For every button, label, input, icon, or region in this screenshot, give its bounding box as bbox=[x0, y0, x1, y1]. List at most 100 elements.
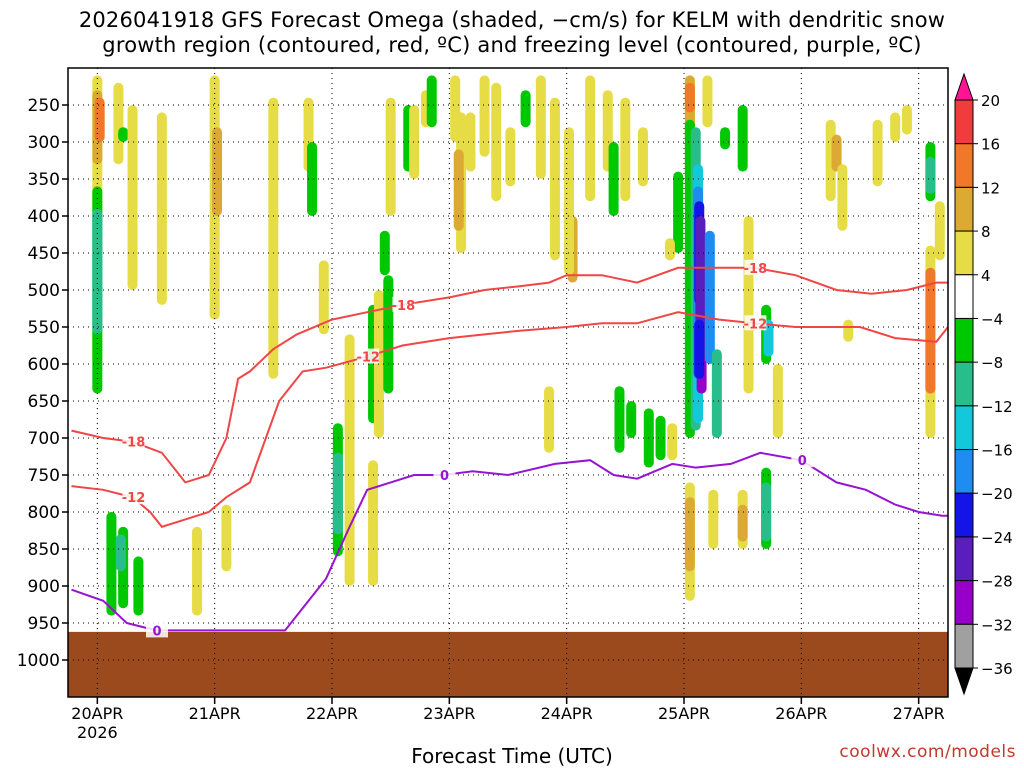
omega-patch bbox=[564, 127, 575, 276]
omega-patch bbox=[720, 127, 731, 150]
colorbar-label: −32 bbox=[981, 616, 1013, 634]
plot-frame bbox=[67, 67, 949, 698]
colorbar-label: −20 bbox=[981, 485, 1013, 503]
contour-label-bg bbox=[744, 315, 767, 331]
contour-label-bg bbox=[146, 622, 168, 638]
omega-patch bbox=[94, 97, 105, 142]
omega-patch bbox=[318, 260, 329, 335]
omega-patch bbox=[379, 230, 390, 276]
contour-label: 0 bbox=[440, 469, 449, 484]
omega-patch bbox=[465, 112, 476, 172]
omega-patch bbox=[702, 75, 713, 128]
colorbar-label: 12 bbox=[981, 179, 1000, 197]
omega-patch bbox=[664, 238, 675, 261]
omega-patch bbox=[92, 208, 103, 335]
x-axis-title: Forecast Time (UTC) bbox=[411, 744, 613, 768]
omega-patch bbox=[614, 386, 625, 453]
omega-patch bbox=[737, 504, 748, 542]
colorbar-block bbox=[954, 536, 974, 582]
colorbar-arrow-bottom bbox=[954, 667, 974, 696]
contour-label-bg bbox=[392, 296, 415, 312]
omega-patch bbox=[426, 75, 437, 128]
contour-label: -12 bbox=[122, 491, 146, 506]
omega-shading bbox=[92, 75, 945, 616]
omega-patch bbox=[221, 504, 232, 572]
contour-label: -18 bbox=[122, 436, 146, 451]
omega-patch bbox=[925, 267, 936, 394]
x-tick-label: 21APR bbox=[189, 704, 241, 723]
omega-patch bbox=[667, 423, 678, 461]
omega-patch bbox=[872, 119, 883, 187]
contour-label-bg bbox=[122, 489, 145, 505]
ground-rect bbox=[68, 631, 948, 697]
contour-label-bg bbox=[744, 259, 767, 275]
x-year-label: 2026 bbox=[77, 723, 118, 742]
y-tick-label: 1000 bbox=[17, 651, 60, 671]
colorbar-label: −24 bbox=[981, 529, 1013, 547]
omega-patch bbox=[535, 75, 546, 179]
omega-patch bbox=[505, 127, 516, 187]
colorbar-label: −16 bbox=[981, 442, 1013, 460]
omega-patch bbox=[383, 275, 394, 394]
omega-patch bbox=[409, 105, 420, 179]
credit-text: coolwx.com/models bbox=[839, 742, 1016, 762]
colorbar-label: 8 bbox=[981, 223, 991, 241]
y-tick-label: 500 bbox=[28, 281, 60, 301]
colorbar-block bbox=[954, 317, 974, 363]
colorbar-arrow-top bbox=[954, 72, 974, 101]
contour-label-bg bbox=[791, 452, 814, 468]
y-tick-label: 450 bbox=[28, 244, 60, 264]
omega-patch bbox=[268, 97, 279, 379]
y-tick-label: 750 bbox=[28, 466, 60, 486]
omega-patch bbox=[585, 75, 596, 202]
contour-label: 0 bbox=[798, 454, 807, 469]
y-tick-label: 650 bbox=[28, 392, 60, 412]
omega-patch bbox=[307, 142, 318, 216]
axes: 250 300 350 400 450 500 550 600 650 700 750 800 850 9… bbox=[17, 67, 949, 742]
omega-patch bbox=[491, 82, 502, 202]
omega-patch bbox=[115, 534, 126, 572]
colorbar-label: −36 bbox=[981, 660, 1013, 678]
omega-patch bbox=[156, 112, 167, 305]
colorbar-block bbox=[954, 143, 974, 188]
omega-patch bbox=[368, 460, 379, 586]
x-tick-label: 27APR bbox=[893, 704, 945, 723]
y-tick-label: 700 bbox=[28, 429, 60, 449]
omega-patch bbox=[385, 97, 396, 216]
colorbar-block bbox=[954, 580, 974, 625]
y-tick-label: 400 bbox=[28, 207, 60, 227]
colorbar-block bbox=[954, 361, 974, 407]
y-tick-label: 550 bbox=[28, 318, 60, 338]
omega-patch bbox=[544, 386, 555, 453]
omega-patch bbox=[831, 134, 842, 172]
y-tick-label: 800 bbox=[28, 503, 60, 523]
omega-patch bbox=[673, 171, 684, 253]
contour-line-neg12 bbox=[71, 311, 949, 528]
omega-patch bbox=[520, 90, 531, 128]
contour-label-bg bbox=[433, 467, 456, 482]
colorbar-label: 4 bbox=[981, 267, 991, 285]
omega-patch bbox=[843, 319, 854, 342]
omega-patch bbox=[332, 452, 343, 535]
colorbar-block bbox=[954, 274, 974, 319]
contour-label-bg bbox=[357, 348, 380, 364]
omega-patch bbox=[890, 112, 901, 142]
omega-patch bbox=[453, 149, 464, 231]
contour-label: -12 bbox=[356, 351, 380, 366]
ground-fill bbox=[68, 631, 948, 697]
y-tick-label: 350 bbox=[28, 170, 60, 190]
omega-patch bbox=[901, 105, 912, 135]
omega-patch bbox=[549, 97, 560, 261]
contour-lines: -18 -18 -18 -12 -12 -12 0 0 0 bbox=[71, 259, 949, 639]
contour-label: 0 bbox=[152, 624, 161, 639]
y-tick-label: 850 bbox=[28, 540, 60, 560]
y-tick-label: 950 bbox=[28, 614, 60, 634]
omega-patch bbox=[772, 364, 783, 438]
chart-title-line-1: 2026041918 GFS Forecast Omega (shaded, −… bbox=[78, 8, 946, 32]
colorbar-label: 16 bbox=[981, 136, 1000, 154]
omega-patch bbox=[704, 230, 715, 364]
omega-patch bbox=[694, 319, 705, 379]
colorbar-label: −28 bbox=[981, 573, 1013, 591]
colorbar-label: 20 bbox=[981, 92, 1000, 110]
